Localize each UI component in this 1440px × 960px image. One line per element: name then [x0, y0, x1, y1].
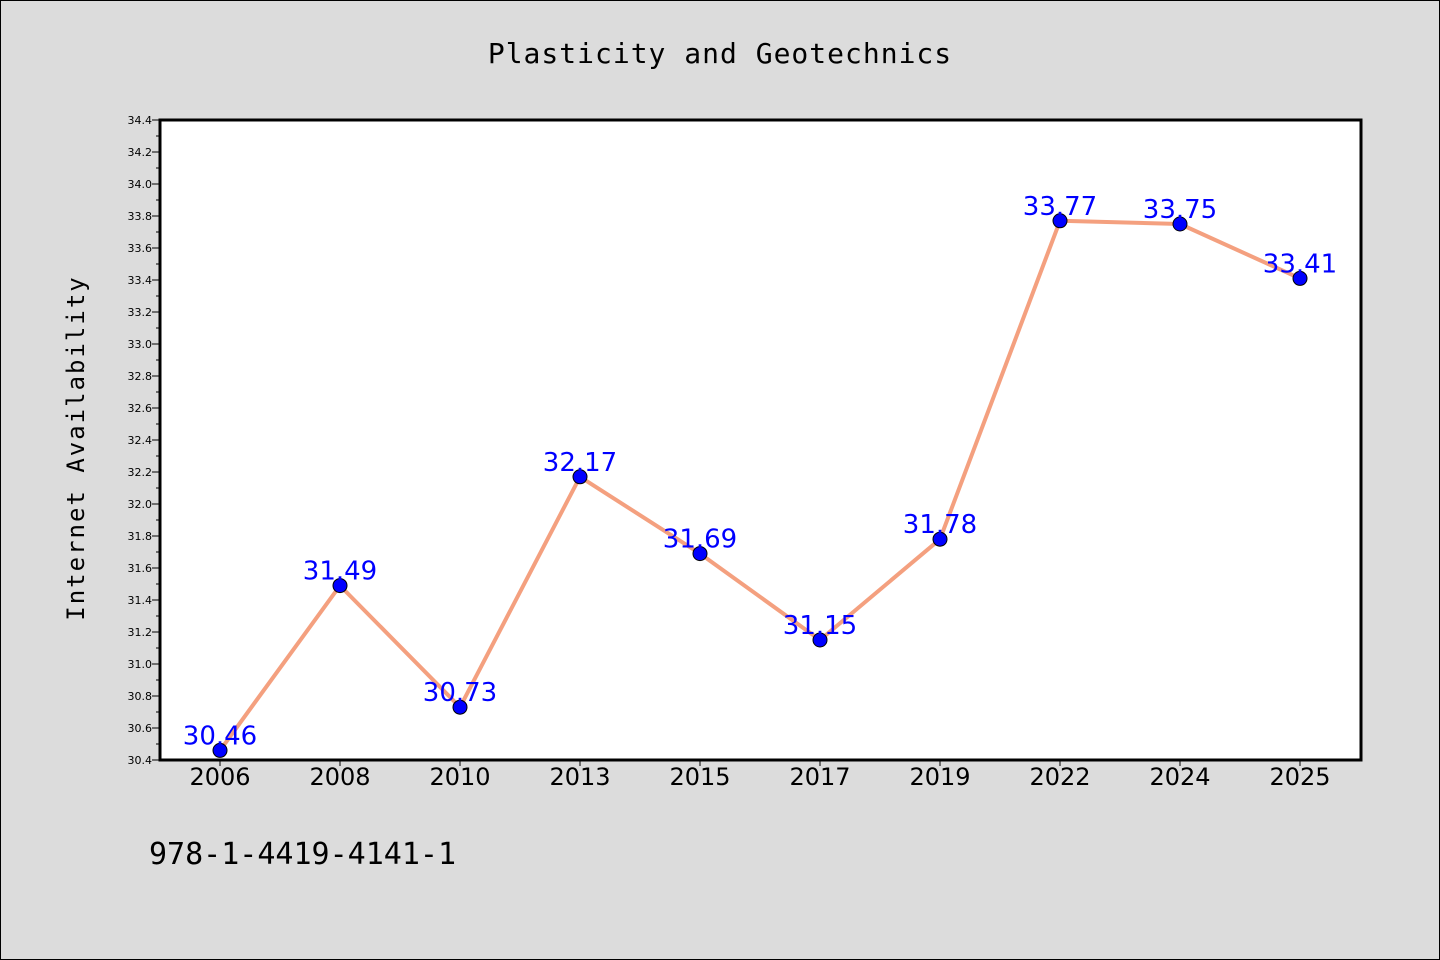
- y-tick-label: 30.6: [128, 722, 153, 735]
- y-tick-label: 34.2: [128, 146, 153, 159]
- data-point: [572, 469, 588, 485]
- x-tick-label: 2017: [789, 763, 850, 791]
- data-point: [212, 742, 228, 758]
- x-tick-label: 2006: [189, 763, 250, 791]
- data-label: 32.17: [543, 448, 617, 478]
- series-group: [212, 213, 1308, 758]
- x-axis-ticks: 2006 2008 2010 2013 2015 2017 2019 2022 2024 2025: [189, 760, 1331, 791]
- data-label: 31.69: [663, 525, 737, 555]
- data-point: [1052, 213, 1068, 229]
- y-tick-label: 30.8: [128, 690, 153, 703]
- data-point: [812, 632, 828, 648]
- x-tick-label: 2010: [429, 763, 490, 791]
- x-tick-label: 2025: [1269, 763, 1330, 791]
- y-tick-label: 31.2: [128, 626, 153, 639]
- x-tick-label: 2024: [1149, 763, 1210, 791]
- y-tick-label: 32.6: [128, 402, 153, 415]
- x-tick-label: 2013: [549, 763, 610, 791]
- x-tick-label: 2008: [309, 763, 370, 791]
- data-point: [1292, 270, 1308, 286]
- y-tick-label: 32.4: [128, 434, 153, 447]
- data-point: [1172, 216, 1188, 232]
- y-tick-label: 30.4: [128, 754, 153, 767]
- y-tick-label: 32.0: [128, 498, 153, 511]
- data-label: 33.41: [1263, 249, 1337, 279]
- plot-area: [160, 120, 1361, 760]
- series-line: [218, 218, 1301, 752]
- x-tick-label: 2022: [1029, 763, 1090, 791]
- data-point: [932, 531, 948, 547]
- y-tick-label: 32.2: [128, 466, 153, 479]
- y-tick-label: 34.4: [128, 114, 153, 127]
- y-tick-label: 33.6: [128, 242, 153, 255]
- plot-border: [158, 118, 1363, 762]
- y-tick-label: 33.0: [128, 338, 153, 351]
- data-label: 33.77: [1023, 192, 1097, 222]
- data-point: [452, 699, 468, 715]
- y-tick-label: 31.0: [128, 658, 153, 671]
- data-labels-group: 30.46 31.49 30.73 32.17 31.69 31.15 31.78 33.77…: [183, 192, 1337, 752]
- y-tick-label: 31.6: [128, 562, 153, 575]
- y-axis-ticks: 30.4 30.6 30.8 31.0 31.2 31.4 31.6 31.8 32.0 32.2…: [128, 114, 160, 767]
- isbn-footnote: 978-1-4419-4141-1: [149, 837, 456, 872]
- data-label: 30.46: [183, 721, 257, 751]
- y-tick-label: 32.8: [128, 370, 153, 383]
- x-tick-label: 2015: [669, 763, 730, 791]
- data-point: [692, 546, 708, 562]
- chart-title: Plasticity and Geotechnics: [488, 37, 952, 70]
- y-tick-label: 33.2: [128, 306, 153, 319]
- data-label: 33.75: [1143, 195, 1217, 225]
- y-tick-label: 31.4: [128, 594, 153, 607]
- y-axis-label: Internet Availability: [62, 275, 90, 620]
- data-point: [332, 578, 348, 594]
- y-tick-label: 31.8: [128, 530, 153, 543]
- data-label: 31.49: [303, 557, 377, 587]
- data-label: 31.15: [783, 611, 857, 641]
- data-label: 31.78: [903, 510, 977, 540]
- y-tick-label: 33.8: [128, 210, 153, 223]
- x-tick-label: 2019: [909, 763, 970, 791]
- data-label: 30.73: [423, 678, 497, 708]
- y-tick-label: 33.4: [128, 274, 153, 287]
- y-tick-label: 34.0: [128, 178, 153, 191]
